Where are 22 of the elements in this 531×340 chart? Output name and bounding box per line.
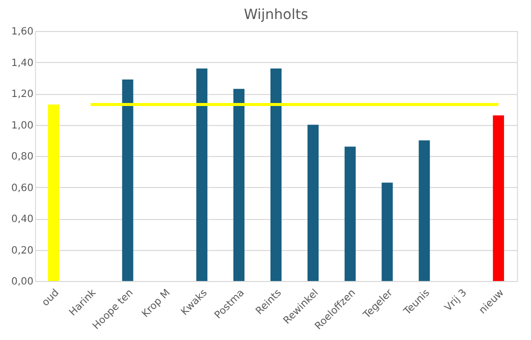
bar — [196, 68, 208, 281]
x-tick-label: oud — [40, 288, 62, 309]
bar — [233, 88, 244, 281]
bar — [382, 182, 393, 281]
y-tick-label: 1,00 — [11, 120, 34, 132]
bar — [48, 104, 60, 281]
y-tick-label: 0,20 — [11, 245, 34, 256]
bar — [122, 79, 134, 281]
y-tick-label: 1,40 — [11, 58, 34, 69]
x-tick-label: Vrij 3 — [442, 288, 470, 314]
y-tick-label: 0,40 — [11, 214, 34, 225]
y-tick-label: 0,00 — [11, 276, 34, 288]
y-tick-label: 1,20 — [11, 89, 34, 100]
y-tick-label: 0,60 — [11, 182, 34, 194]
bar — [418, 140, 430, 281]
chart-title: Wijnholts — [244, 7, 308, 23]
bar — [492, 115, 504, 281]
bar — [344, 146, 356, 281]
bar — [308, 124, 319, 281]
y-tick-label: 0,80 — [11, 152, 34, 162]
y-tick-label: 1,60 — [11, 26, 34, 38]
bar — [270, 68, 282, 281]
